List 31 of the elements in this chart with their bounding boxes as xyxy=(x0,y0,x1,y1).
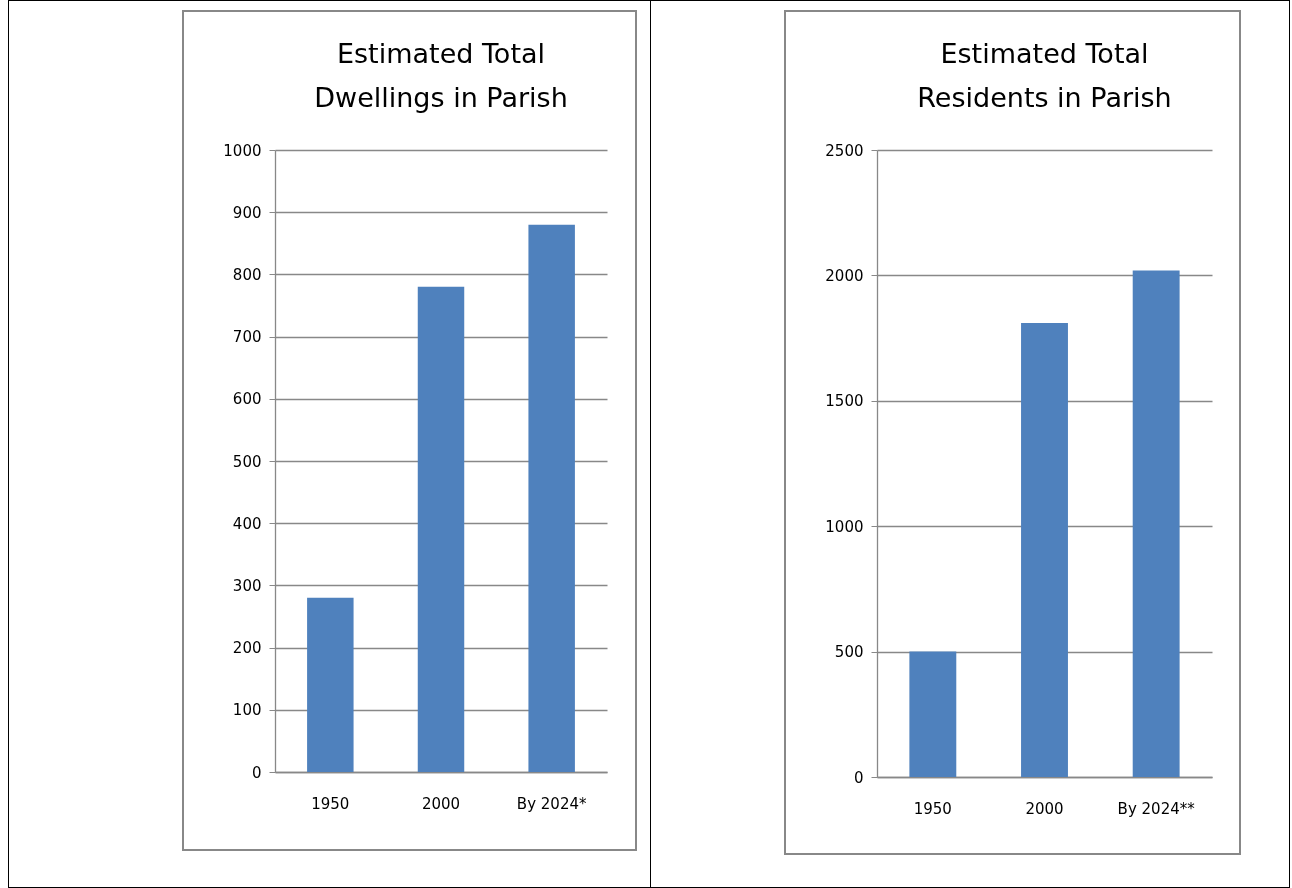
y-tick-label: 1000 xyxy=(825,517,864,536)
bar xyxy=(528,224,575,772)
y-tick-label: 700 xyxy=(232,328,262,347)
y-tick-label: 400 xyxy=(232,514,262,533)
y-tick-label: 2500 xyxy=(825,141,864,160)
bar xyxy=(909,651,957,777)
bar xyxy=(417,286,465,772)
y-tick-label: 0 xyxy=(853,768,864,787)
x-tick-label: By 2024* xyxy=(516,794,587,813)
x-tick-label: 1950 xyxy=(913,799,952,818)
chart-title: Estimated Total Dwellings in Parish xyxy=(314,38,568,113)
bar xyxy=(1021,323,1068,777)
y-tick-label: 800 xyxy=(232,265,262,284)
y-tick-label: 1000 xyxy=(223,141,262,160)
bar xyxy=(307,597,354,772)
bar xyxy=(1132,270,1180,777)
y-tick-label: 200 xyxy=(232,639,262,658)
x-tick-label: 1950 xyxy=(311,794,350,813)
x-tick-label: 2000 xyxy=(1025,799,1064,818)
y-tick-label: 1500 xyxy=(825,392,864,411)
chart-title: Estimated Total Residents in Parish xyxy=(917,38,1172,113)
y-tick-label: 2000 xyxy=(825,266,864,285)
x-tick-label: 2000 xyxy=(421,794,461,813)
y-tick-label: 100 xyxy=(232,701,262,720)
y-tick-label: 600 xyxy=(232,390,262,409)
y-tick-label: 300 xyxy=(232,576,262,595)
x-tick-label: By 2024** xyxy=(1117,799,1196,818)
y-tick-label: 500 xyxy=(232,452,262,471)
y-tick-label: 900 xyxy=(232,203,262,222)
y-tick-label: 0 xyxy=(251,763,262,782)
y-tick-label: 500 xyxy=(834,643,864,662)
